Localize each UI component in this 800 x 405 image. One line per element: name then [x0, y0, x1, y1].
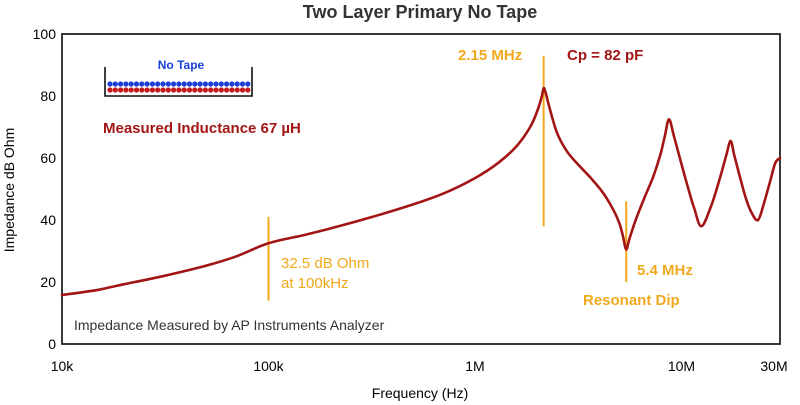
inset-wire-dot: [123, 81, 129, 87]
x-axis-ticks: 10k 100k 1M 10M 30M: [51, 358, 788, 374]
inset-wire-dot: [229, 81, 235, 87]
dip-description-label: Resonant Dip: [583, 292, 680, 309]
y-tick-label: 100: [33, 26, 57, 42]
inset-wire-dot: [144, 81, 150, 87]
y-tick-label: 20: [40, 274, 56, 290]
inset-wire-dot: [165, 87, 171, 93]
y-tick-label: 80: [40, 88, 56, 104]
inset-wire-dot: [186, 81, 193, 87]
inset-wire-dot: [213, 81, 219, 87]
inset-wire-dot: [171, 81, 177, 87]
y-axis-ticks: 0 20 40 60 80 100: [33, 26, 57, 352]
inset-label: No Tape: [158, 58, 205, 72]
capacitance-label: Cp = 82 pF: [567, 47, 643, 64]
x-tick-label: 100k: [253, 358, 284, 374]
inset-wire-dot: [128, 81, 134, 87]
inset-bobbin: [104, 67, 253, 97]
inset-wire-dot: [123, 87, 129, 93]
inset-wire-dot: [133, 87, 140, 93]
inset-wire-dot: [176, 81, 182, 87]
y-tick-label: 0: [48, 336, 56, 352]
inset-wire-dot: [176, 87, 182, 93]
inset-wire-dot: [181, 81, 187, 87]
measurement-source-note: Impedance Measured by AP Instruments Ana…: [74, 317, 385, 333]
inset-wire-dot: [118, 81, 124, 87]
inset-wire-dot: [197, 81, 203, 87]
x-tick-label: 30M: [760, 358, 787, 374]
inset-wire-dot: [197, 87, 203, 93]
inset-wire-dot: [118, 87, 124, 93]
100khz-freq-label: at 100kHz: [281, 275, 349, 292]
inset-wire-dot: [218, 87, 224, 93]
x-tick-label: 10M: [668, 358, 695, 374]
inset-wire-dot: [112, 87, 118, 93]
inset-wire-dot: [107, 87, 113, 93]
inset-wire-dot: [155, 81, 161, 87]
impedance-series-line: [60, 86, 782, 297]
inset-wire-dot: [139, 81, 145, 87]
inset-wire-dot: [128, 87, 134, 93]
inset-wire-dot: [149, 81, 155, 87]
inset-wire-dot: [208, 81, 214, 87]
100khz-value-label: 32.5 dB Ohm: [281, 255, 369, 272]
inset-wire-dot: [112, 81, 118, 87]
inset-wire-dot: [107, 81, 113, 87]
inset-wire-dot: [192, 87, 198, 93]
inset-wire-dot: [218, 81, 224, 87]
inset-wire-dot: [139, 87, 145, 93]
y-tick-label: 60: [40, 150, 56, 166]
inset-wire-dots: [107, 81, 251, 93]
inset-wire-dot: [192, 81, 198, 87]
chart-title: Two Layer Primary No Tape: [303, 2, 537, 22]
inset-wire-dot: [160, 87, 166, 93]
inset-wire-dot: [171, 87, 177, 93]
inset-wire-dot: [245, 87, 251, 93]
inset-wire-dot: [234, 87, 240, 93]
x-tick-label: 10k: [51, 358, 75, 374]
inset-wire-dot: [149, 87, 155, 93]
inset-wire-dot: [224, 81, 230, 87]
inset-wire-dot: [229, 87, 235, 93]
y-tick-label: 40: [40, 212, 56, 228]
inset-wire-dot: [224, 87, 230, 93]
inset-wire-dot: [165, 81, 171, 87]
inset-wire-dot: [181, 87, 187, 93]
inset-wire-dot: [160, 81, 166, 87]
inset-wire-dot: [202, 81, 208, 87]
inductance-label: Measured Inductance 67 µH: [103, 120, 301, 137]
inset-wire-dot: [133, 81, 140, 87]
inset-wire-dot: [234, 81, 240, 87]
x-axis-label: Frequency (Hz): [372, 385, 468, 401]
inset-wire-dot: [186, 87, 193, 93]
inset-wire-dot: [245, 81, 251, 87]
inset-wire-dot: [144, 87, 150, 93]
dip-frequency-label: 5.4 MHz: [637, 262, 693, 279]
plot-area-frame: [61, 33, 781, 345]
inset-wire-dot: [202, 87, 208, 93]
inset-wire-dot: [213, 87, 219, 93]
y-axis-label: Impedance dB Ohm: [1, 128, 17, 253]
inset-wire-dot: [208, 87, 214, 93]
x-tick-label: 1M: [465, 358, 484, 374]
inset-wire-dot: [155, 87, 161, 93]
inset-wire-dot: [239, 87, 246, 93]
inset-wire-dot: [239, 81, 246, 87]
winding-inset: No Tape: [104, 58, 253, 97]
peak-frequency-label: 2.15 MHz: [458, 47, 522, 64]
